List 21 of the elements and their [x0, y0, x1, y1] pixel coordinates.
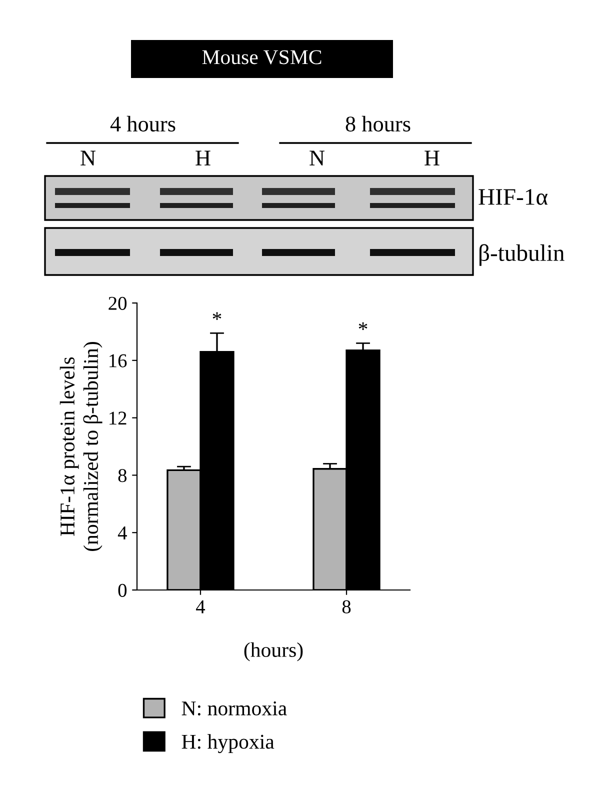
x-axis-title: (hours) — [244, 642, 303, 662]
y-tick-label: 8 — [118, 469, 127, 482]
annotation: * — [358, 322, 368, 330]
text: β-tubulin — [480, 244, 564, 266]
legend-label: N: normoxia — [182, 701, 287, 716]
text: N — [310, 150, 325, 166]
y-axis-title: HIF-1α protein levels (normalized to β-tubulin) — [60, 342, 102, 551]
annotation: * — [212, 312, 222, 320]
y-tick-label: 12 — [110, 412, 126, 425]
text: N — [80, 150, 96, 166]
y-tick-label: 4 — [118, 526, 127, 540]
text: HIF-1α — [478, 189, 548, 205]
text: H — [196, 150, 210, 166]
y-tick-label: 0 — [118, 584, 127, 597]
text: 8 hours — [346, 116, 410, 132]
y-tick-label: 20 — [108, 296, 127, 310]
text: 4 hours — [110, 116, 176, 132]
text: H — [424, 150, 440, 166]
y-tick-label: 16 — [110, 354, 127, 368]
legend-label: H: hypoxia — [182, 734, 274, 754]
chart-title: Mouse VSMC — [202, 50, 322, 64]
